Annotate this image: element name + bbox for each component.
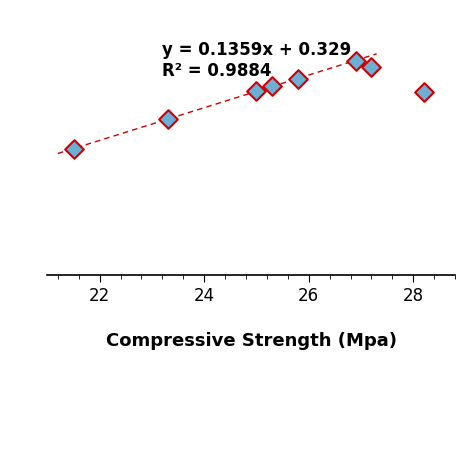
Point [352,57,360,64]
Point [253,87,260,95]
Point [164,115,172,122]
Point [70,145,77,153]
Point [268,82,276,90]
Point [368,63,375,71]
Point [420,88,428,96]
Text: y = 0.1359x + 0.329
R² = 0.9884: y = 0.1359x + 0.329 R² = 0.9884 [162,41,351,80]
Point [294,75,302,83]
Text: Compressive Strength (Mpa): Compressive Strength (Mpa) [106,332,397,350]
